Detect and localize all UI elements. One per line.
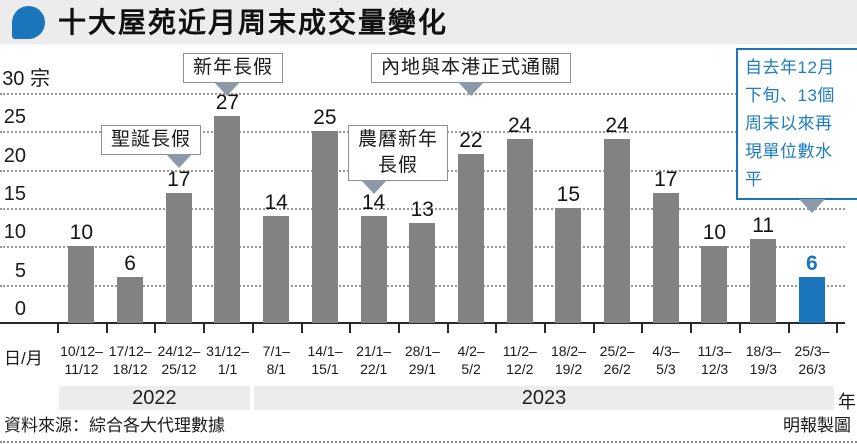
bar-value-label: 14 — [264, 190, 288, 214]
bar — [604, 138, 631, 323]
axis-tick — [154, 324, 157, 333]
bar — [117, 276, 144, 323]
bar-value-label: 6 — [806, 251, 818, 275]
axis-tick — [105, 324, 108, 333]
axis-tick — [349, 324, 352, 333]
x-axis-tick-label: 28/1– 29/1 — [404, 343, 440, 377]
grid-line — [0, 92, 845, 95]
callout-pointer-icon — [360, 180, 387, 194]
y-axis-tick-label: 25 — [3, 106, 26, 129]
bar — [798, 276, 825, 323]
credit-label: 明報製圖 — [783, 416, 851, 435]
x-axis-tick-label: 24/12– 25/12 — [157, 343, 201, 377]
axis-tick — [690, 324, 693, 333]
bar — [652, 192, 679, 323]
bar-value-label: 15 — [556, 182, 581, 206]
speech-bubble-icon — [12, 6, 45, 39]
y-axis-tick-label: 10 — [3, 221, 26, 244]
annotation-reopen: 內地與本港正式通關 — [371, 53, 572, 83]
axis-tick — [836, 324, 839, 333]
axis-tick — [57, 324, 59, 333]
x-axis-tick-label: 21/1– 22/1 — [356, 343, 392, 377]
x-axis-tick-label: 31/12– 1/1 — [206, 343, 249, 377]
bar-value-label: 11 — [752, 213, 775, 237]
x-axis-tick-label: 25/3– 26/3 — [794, 343, 830, 377]
bar-value-label: 17 — [654, 167, 678, 191]
bar-value-label: 24 — [605, 113, 629, 137]
bar — [311, 131, 338, 323]
y-axis-tick-label: 30 宗 — [2, 67, 50, 90]
bar-value-label: 17 — [167, 167, 191, 191]
y-axis-tick-label: 20 — [3, 144, 26, 167]
callout-pointer-icon — [165, 154, 192, 168]
bar — [701, 246, 728, 323]
bar-value-label: 10 — [69, 221, 94, 245]
x-axis-tick-label: 10/12– 11/12 — [60, 343, 103, 377]
page-title: 十大屋苑近月周末成交量變化 — [58, 7, 449, 38]
callout-pointer-icon — [457, 82, 484, 96]
bar-value-label: 13 — [410, 198, 434, 222]
x-axis-tick-label: 11/2– 12/2 — [502, 343, 537, 377]
callout-pointer-icon — [214, 82, 241, 96]
y-axis-tick-label: 5 — [14, 259, 26, 282]
bar-value-label: 25 — [313, 106, 337, 130]
grid-line — [0, 207, 845, 210]
bar — [360, 215, 387, 323]
y-axis-tick-label: 15 — [3, 182, 26, 205]
bar-value-label: 27 — [215, 90, 240, 114]
axis-tick — [495, 324, 498, 333]
annotation-newyear: 新年長假 — [183, 53, 284, 83]
annotation-note: 自去年12月 下旬、13個 周末以來再 現單位數水平 — [736, 48, 857, 200]
x-axis-tick-label: 7/1– 8/1 — [262, 343, 290, 377]
x-axis-line — [0, 322, 845, 324]
axis-tick — [592, 324, 595, 333]
bar-value-label: 24 — [507, 113, 532, 137]
axis-tick — [251, 324, 254, 333]
x-axis-tick-label: 17/12– 18/12 — [108, 343, 152, 377]
x-axis-tick-label: 11/3– 12/3 — [697, 343, 732, 377]
year-axis-label: 年 — [838, 392, 856, 412]
bar — [750, 238, 777, 323]
year-band: 2023 — [253, 386, 835, 410]
source-label: 資料來源：綜合各大代理數據 — [4, 416, 225, 435]
y-axis-tick-label: 0 — [14, 298, 26, 320]
axis-tick — [397, 324, 400, 333]
header: 十大屋苑近月周末成交量變化 — [0, 0, 857, 44]
bar — [457, 154, 484, 323]
axis-tick — [787, 324, 790, 333]
axis-tick — [203, 324, 206, 333]
footer: 資料來源：綜合各大代理數據 明報製圖 — [0, 413, 857, 439]
axis-tick — [641, 324, 644, 333]
axis-tick — [544, 324, 546, 333]
axis-tick — [300, 324, 303, 333]
bar — [555, 207, 582, 323]
x-axis-tick-label: 25/2– 26/2 — [599, 343, 635, 377]
bar-value-label: 22 — [459, 129, 483, 153]
x-axis-unit-label: 日/月 — [4, 349, 43, 368]
year-band: 2022 — [59, 386, 250, 410]
bar — [68, 246, 95, 323]
bar — [263, 215, 290, 323]
bar-value-label: 14 — [361, 190, 386, 214]
bar — [409, 223, 436, 323]
x-axis-tick-label: 4/2– 5/2 — [457, 343, 485, 377]
annotation-xmas: 聖誕長假 — [101, 125, 202, 155]
x-axis-tick-label: 18/3– 19/3 — [745, 343, 781, 377]
callout-pointer-icon — [798, 199, 825, 213]
bottom-divider — [0, 441, 857, 443]
x-axis-tick-label: 4/3– 5/3 — [652, 343, 680, 377]
annotation-lny: 農曆新年 長假 — [348, 125, 449, 181]
bar-value-label: 10 — [702, 221, 727, 245]
axis-tick — [738, 324, 741, 333]
bar-value-label: 6 — [124, 251, 136, 275]
bar — [506, 138, 533, 323]
axis-tick — [446, 324, 449, 333]
x-axis-tick-label: 14/1– 15/1 — [307, 343, 343, 377]
bar — [214, 115, 241, 323]
bar — [165, 192, 192, 323]
x-axis-tick-label: 18/2– 19/2 — [550, 343, 587, 377]
